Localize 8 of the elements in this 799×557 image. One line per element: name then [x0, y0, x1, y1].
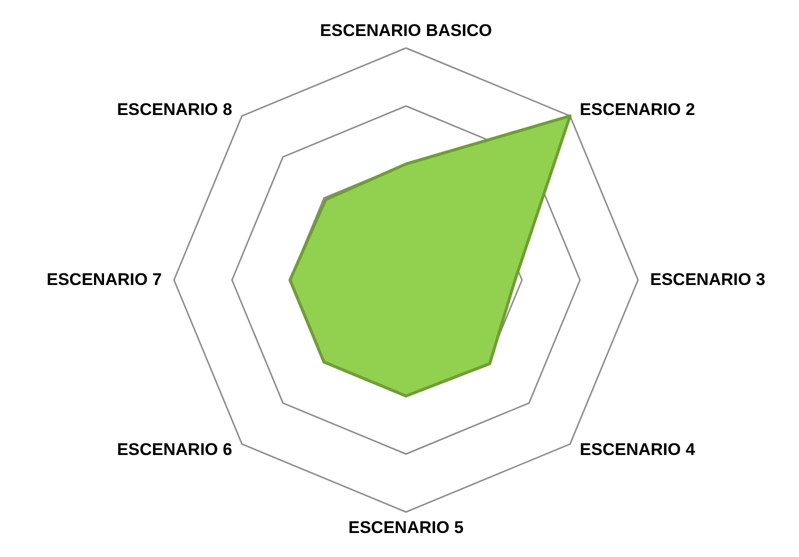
spoke-label: ESCENARIO 4 — [580, 440, 696, 459]
spoke-label: ESCENARIO BASICO — [320, 20, 492, 40]
spoke-label: ESCENARIO 2 — [580, 100, 696, 120]
spoke-label: ESCENARIO 5 — [348, 518, 464, 538]
spoke-label: ESCENARIO 3 — [650, 270, 766, 289]
spoke-label: ESCENARIO 7 — [46, 270, 162, 289]
spoke-label: ESCENARIO 6 — [116, 440, 232, 459]
spoke-label: ESCENARIO 8 — [116, 100, 232, 120]
